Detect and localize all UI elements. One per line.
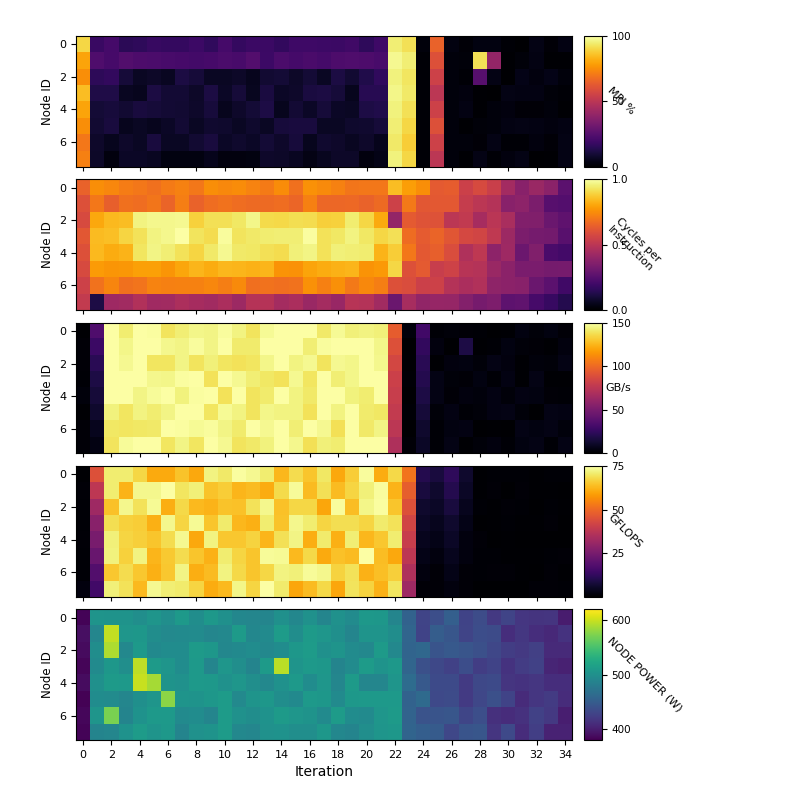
- Text: Cycles per
Instruction: Cycles per Instruction: [606, 216, 663, 274]
- Y-axis label: Node ID: Node ID: [41, 651, 54, 698]
- Y-axis label: Node ID: Node ID: [41, 78, 54, 125]
- Text: MPI %: MPI %: [606, 86, 637, 117]
- Text: GFLOPS: GFLOPS: [606, 513, 643, 550]
- X-axis label: Iteration: Iteration: [294, 766, 354, 779]
- Text: GB/s: GB/s: [606, 383, 631, 393]
- Text: NODE POWER (W): NODE POWER (W): [606, 636, 684, 714]
- Y-axis label: Node ID: Node ID: [41, 222, 54, 268]
- Y-axis label: Node ID: Node ID: [41, 508, 54, 554]
- Y-axis label: Node ID: Node ID: [41, 365, 54, 411]
